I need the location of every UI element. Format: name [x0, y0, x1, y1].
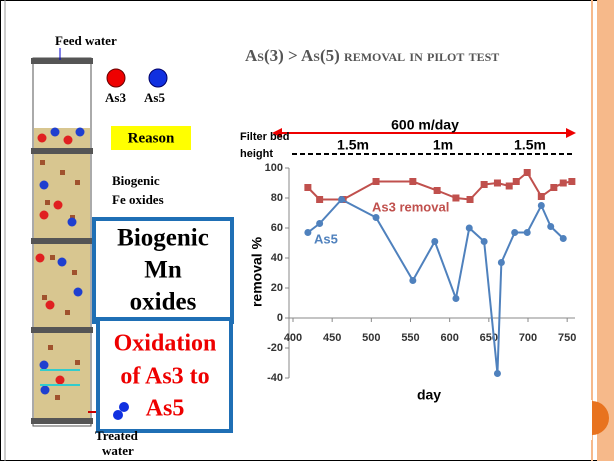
- oxidation-label: Oxidation: [114, 331, 217, 357]
- y-tick-label: -20: [267, 342, 283, 354]
- y-tick-label: 80: [271, 192, 283, 204]
- series-label: As3 removal: [372, 199, 449, 214]
- slide-title: As(3) > As(5) removal in pilot test: [245, 46, 499, 65]
- segment-label: 1.5m: [337, 137, 369, 153]
- data-point: [467, 196, 474, 203]
- series-line: [308, 173, 572, 200]
- data-point: [304, 184, 311, 191]
- data-point: [431, 238, 438, 245]
- data-point: [560, 180, 567, 187]
- decor-mask: [575, 400, 592, 440]
- oxidation-label: As5: [146, 396, 185, 422]
- data-point: [506, 183, 513, 190]
- column-band: [31, 58, 93, 64]
- as3-label: As3: [105, 90, 126, 105]
- y-tick-label: 60: [271, 222, 283, 234]
- arrow-head: [566, 128, 576, 138]
- data-point: [452, 195, 459, 202]
- x-tick-label: 750: [558, 332, 576, 344]
- segment-label: 1m: [433, 137, 453, 153]
- data-point: [481, 181, 488, 188]
- filter-bed-label: height: [240, 148, 273, 160]
- data-point: [494, 180, 501, 187]
- y-axis-label: removal %: [249, 236, 265, 307]
- data-point: [409, 178, 416, 185]
- data-point: [550, 184, 557, 191]
- mn-label: Biogenic: [117, 225, 209, 252]
- column-band: [31, 418, 93, 424]
- slide: Feed water As3 As5 Reason Biogenic Fe ox…: [0, 0, 614, 461]
- treated-label: Treated: [95, 428, 139, 443]
- data-point: [373, 214, 380, 221]
- data-point: [538, 193, 545, 200]
- x-tick-label: 700: [519, 332, 537, 344]
- data-point: [373, 178, 380, 185]
- column-band: [31, 238, 93, 244]
- data-point: [547, 223, 554, 230]
- data-point: [466, 225, 473, 232]
- segment-label: 1.5m: [514, 137, 546, 153]
- x-tick-label: 450: [323, 332, 341, 344]
- y-tick-label: 40: [271, 252, 283, 264]
- data-point: [568, 178, 575, 185]
- x-tick-label: 500: [362, 332, 380, 344]
- fe-label: Fe oxides: [112, 192, 164, 207]
- x-axis-label: day: [417, 387, 441, 403]
- as5-label: As5: [144, 90, 165, 105]
- as5-out: [113, 410, 123, 420]
- data-point: [560, 235, 567, 242]
- data-point: [481, 238, 488, 245]
- data-point: [304, 229, 311, 236]
- feed-label: Feed water: [55, 33, 117, 48]
- as3-icon: [107, 69, 125, 87]
- y-tick-label: 20: [271, 282, 283, 294]
- column-band: [31, 148, 93, 154]
- oxidation-label: of As3 to: [120, 364, 209, 390]
- data-point: [524, 229, 531, 236]
- data-point: [338, 196, 345, 203]
- data-point: [409, 277, 416, 284]
- data-point: [494, 370, 501, 377]
- series-label: As5: [314, 231, 338, 246]
- data-point: [524, 169, 531, 176]
- y-tick-label: 0: [277, 312, 283, 324]
- treated-label: water: [102, 443, 134, 458]
- column-band: [31, 327, 93, 333]
- data-point: [316, 196, 323, 203]
- data-point: [498, 259, 505, 266]
- data-point: [316, 220, 323, 227]
- data-point: [513, 178, 520, 185]
- mn-label: oxides: [130, 289, 197, 316]
- x-tick-label: 400: [284, 332, 302, 344]
- page: {"slide": {"title": "As(3) > As(5) remov…: [0, 0, 614, 461]
- data-point: [538, 202, 545, 209]
- as5-icon: [149, 69, 167, 87]
- rate-label: 600 m/day: [391, 117, 459, 133]
- data-point: [452, 295, 459, 302]
- reason-label: Reason: [128, 130, 175, 146]
- x-tick-label: 600: [440, 332, 458, 344]
- data-point: [511, 229, 518, 236]
- x-tick-label: 550: [401, 332, 419, 344]
- fe-label: Biogenic: [112, 173, 160, 188]
- y-tick-label: 100: [265, 162, 283, 174]
- data-point: [434, 187, 441, 194]
- filter-bed-label: Filter bed: [240, 131, 290, 143]
- mn-label: Mn: [144, 257, 182, 284]
- series-line: [308, 200, 563, 374]
- as5-out: [119, 402, 129, 412]
- y-tick-label: -40: [267, 372, 283, 384]
- side-stripe: [597, 0, 614, 461]
